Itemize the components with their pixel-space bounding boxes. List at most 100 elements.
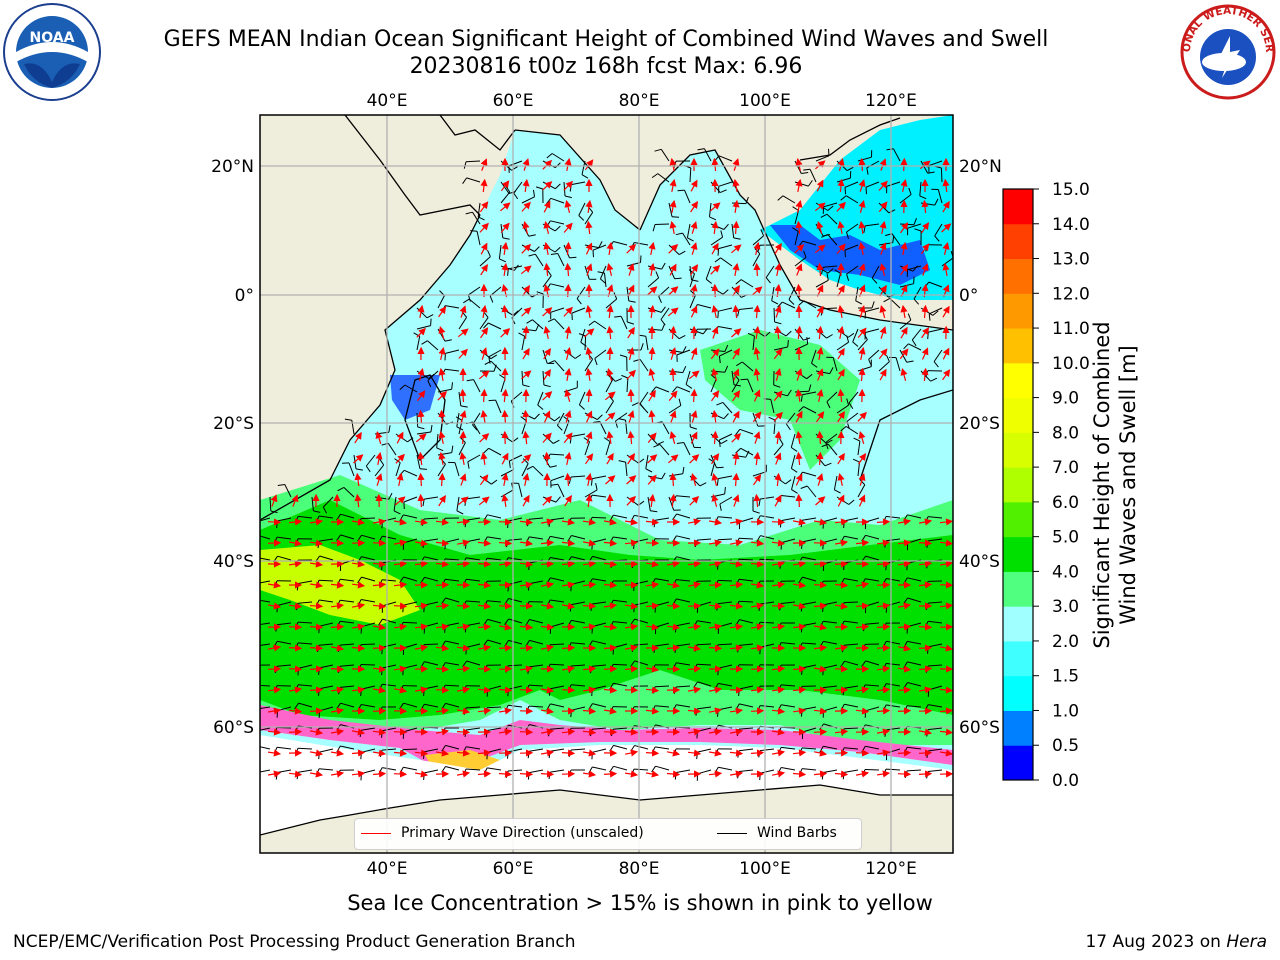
wind-barb [361,576,376,582]
wave-direction-arrow [542,391,553,401]
wind-barb [886,515,901,519]
wind-barb-flag [522,384,530,388]
lon-tick-top: 120°E [865,91,917,111]
wind-barb [476,231,481,246]
wind-barb-flag [826,439,833,444]
wave-direction-arrow [624,539,639,547]
wave-direction-arrow [582,539,597,547]
wave-direction-arrow [519,728,534,736]
wave-direction-arrow [900,241,908,256]
wind-barb [361,556,376,561]
wind-barb [467,454,481,463]
wind-barb [340,702,355,708]
wind-barb-flag [337,486,345,492]
wave-direction-arrow [773,411,783,422]
wind-barb-flag [745,450,750,458]
wave-direction-arrow [540,539,555,547]
wind-barb-flag [499,258,507,263]
wind-barb-flag [576,298,582,305]
wind-barb [759,621,775,624]
wave-direction-arrow [690,221,698,234]
wind-barb [298,684,313,687]
wind-barb-flag [591,626,593,634]
wind-barb-flag [682,466,685,474]
wave-direction-arrow [522,409,530,424]
wind-barb-flag [718,356,721,364]
wave-direction-arrow [689,454,700,464]
wind-barb [864,684,880,687]
wind-barb [660,307,670,320]
wind-barb [571,684,586,687]
wind-barb-flag [719,503,722,511]
wind-barb [825,433,838,443]
wave-direction-arrow [605,412,616,422]
wave-direction-arrow [711,220,719,234]
wind-barb [781,746,796,750]
wind-barb [260,580,271,584]
wave-direction-arrow [437,390,448,401]
wind-barb-flag [255,646,256,653]
wave-direction-arrow [459,305,467,318]
wave-direction-arrow [710,348,720,360]
wind-barb-flag [631,402,639,406]
wind-barb-flag [502,237,510,240]
wave-direction-arrow [858,346,866,361]
wind-barb [823,620,838,624]
wave-direction-arrow [459,410,467,423]
wave-direction-arrow [710,202,721,212]
wind-barb [260,622,271,626]
wind-barb [500,191,511,204]
wind-barb [557,253,565,267]
wave-direction-arrow [816,325,824,340]
wind-barb [319,768,334,771]
wave-direction-arrow [858,431,866,444]
wind-barb-flag [677,189,685,192]
wind-barb-flag [499,374,506,380]
wind-barb-flag [467,294,471,302]
wind-barb [697,681,712,687]
wind-barb [361,534,376,540]
wind-barb [260,746,271,750]
wave-direction-arrow [288,539,303,547]
wave-direction-arrow [837,158,845,171]
wind-barb [865,660,880,666]
wave-direction-arrow [309,707,324,715]
lon-tick-bottom: 120°E [865,859,917,879]
wave-direction-arrow [690,473,698,486]
wave-direction-arrow [396,472,404,487]
wind-barb [488,447,502,456]
wave-direction-arrow [393,539,408,547]
wave-direction-arrow [879,220,887,235]
wave-direction-arrow [543,262,551,277]
wind-barb-flag [834,269,841,274]
wind-barb [752,336,755,351]
wind-barb [319,555,334,561]
wave-direction-arrow [438,409,446,424]
wind-barb [424,703,439,708]
wind-barb [269,496,272,512]
wind-barb [657,173,670,183]
wind-barb-flag [913,276,915,284]
wind-barb-flag [801,172,809,174]
wind-barb [760,535,775,540]
wave-direction-arrow [456,518,471,526]
wind-barb-flag [933,361,939,368]
wind-barb [465,768,481,771]
wave-direction-arrow [753,304,761,319]
wave-direction-arrow [837,452,845,465]
wave-direction-arrow [816,368,824,381]
wind-barb-flag [697,148,705,151]
wind-barb-flag [671,216,680,218]
wave-direction-arrow [711,157,719,172]
wind-barb-flag [803,250,807,258]
wave-direction-arrow [816,451,824,466]
wave-direction-arrow [919,160,931,170]
wave-direction-arrow [750,707,765,715]
wave-direction-arrow [795,368,803,381]
wind-barb [718,682,733,687]
wind-barb-flag [747,332,755,337]
wind-barb-flag [563,416,570,422]
wave-direction-arrow [771,539,786,547]
wave-direction-arrow [435,518,450,526]
wind-barb [722,402,733,414]
